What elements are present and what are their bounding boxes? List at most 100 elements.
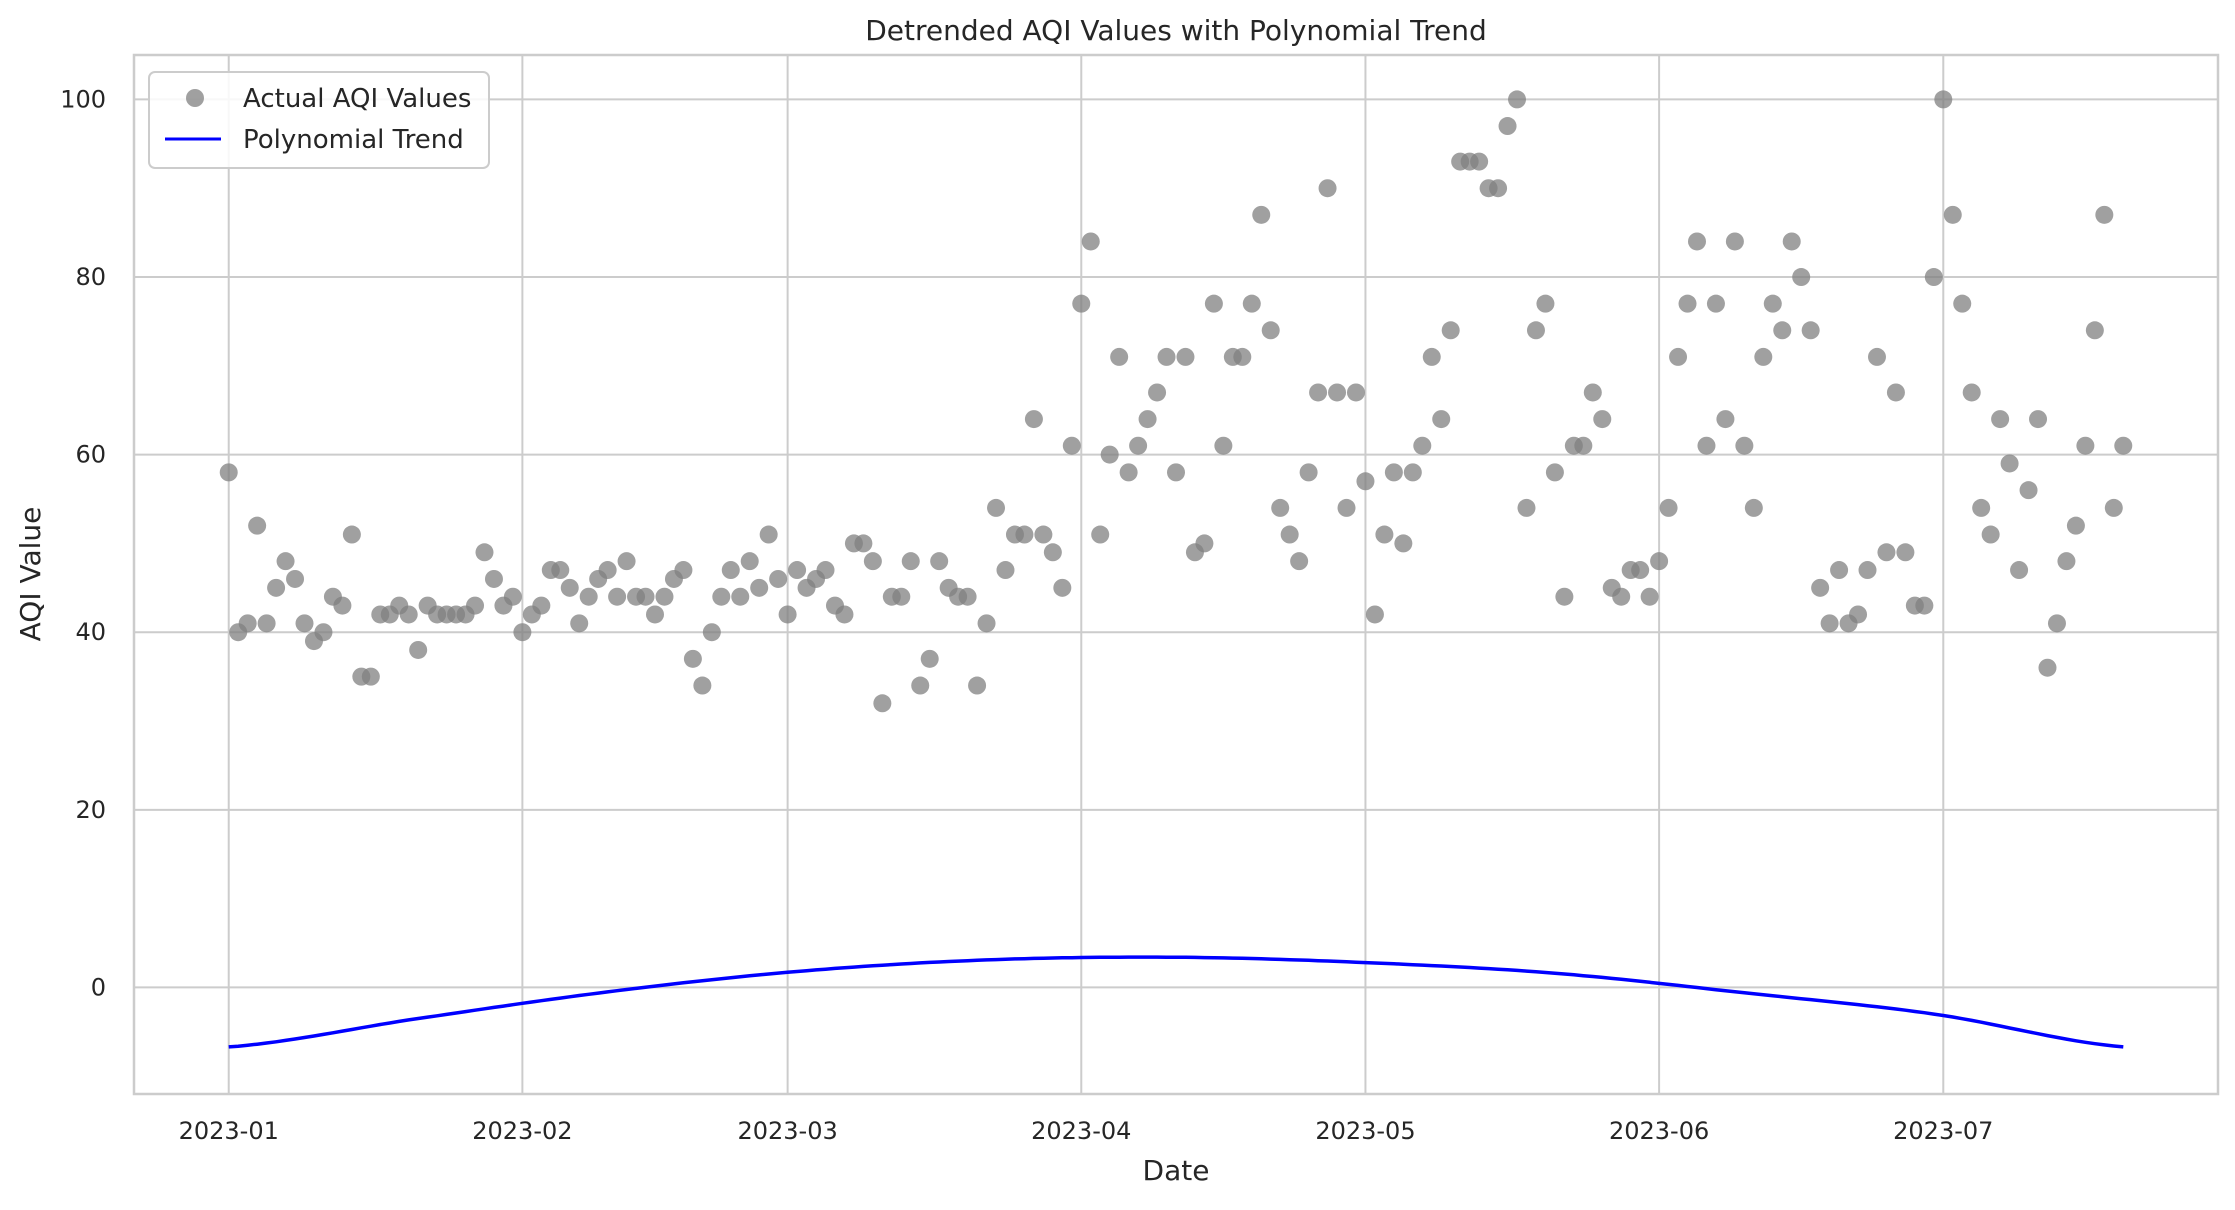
legend-scatter-marker bbox=[186, 89, 204, 107]
data-point bbox=[579, 587, 598, 606]
data-point bbox=[1346, 383, 1365, 402]
data-point bbox=[1384, 463, 1403, 482]
data-point bbox=[1110, 347, 1129, 366]
data-point bbox=[1896, 543, 1915, 562]
data-point bbox=[503, 587, 522, 606]
y-tick-labels: 0 20 40 60 80 100 bbox=[60, 85, 106, 1001]
data-point bbox=[911, 676, 930, 695]
data-point bbox=[2038, 658, 2057, 677]
trend-line-layer bbox=[228, 955, 2124, 1049]
data-point bbox=[1204, 294, 1223, 313]
data-point bbox=[835, 605, 854, 624]
y-tick-label: 60 bbox=[75, 441, 106, 469]
data-point bbox=[2057, 552, 2076, 571]
data-point bbox=[2000, 454, 2019, 473]
data-point bbox=[1716, 410, 1735, 429]
data-point bbox=[1441, 321, 1460, 340]
data-point bbox=[996, 561, 1015, 580]
data-point bbox=[1830, 561, 1849, 580]
data-point bbox=[1612, 587, 1631, 606]
data-point bbox=[1309, 383, 1328, 402]
data-point bbox=[1015, 525, 1034, 544]
data-point bbox=[1754, 347, 1773, 366]
data-point bbox=[1991, 410, 2010, 429]
data-point bbox=[342, 525, 361, 544]
data-point bbox=[769, 569, 788, 588]
data-point bbox=[2085, 321, 2104, 340]
data-point bbox=[674, 561, 693, 580]
data-point bbox=[712, 587, 731, 606]
y-tick-label: 80 bbox=[75, 263, 106, 291]
data-point bbox=[1962, 383, 1981, 402]
data-point bbox=[551, 561, 570, 580]
data-point bbox=[1801, 321, 1820, 340]
data-point bbox=[646, 605, 664, 624]
data-point bbox=[1299, 463, 1318, 482]
data-point bbox=[1659, 498, 1678, 517]
data-point bbox=[1157, 347, 1176, 366]
data-point bbox=[1735, 436, 1754, 455]
data-point bbox=[1318, 179, 1337, 198]
data-point bbox=[1337, 498, 1356, 517]
data-point bbox=[1053, 578, 1072, 597]
data-point bbox=[1915, 596, 1934, 615]
data-point bbox=[1394, 534, 1413, 553]
x-axis-label: Date bbox=[1143, 1154, 1210, 1187]
data-point bbox=[1271, 498, 1290, 517]
data-point bbox=[873, 694, 892, 713]
data-point bbox=[1886, 383, 1905, 402]
data-point bbox=[238, 614, 257, 633]
data-point bbox=[901, 552, 920, 571]
data-point bbox=[295, 614, 314, 633]
data-point bbox=[1261, 321, 1280, 340]
data-point bbox=[1422, 347, 1441, 366]
data-point bbox=[892, 587, 911, 606]
data-point bbox=[1526, 321, 1545, 340]
data-point bbox=[1688, 232, 1706, 251]
data-point bbox=[1545, 463, 1564, 482]
data-point bbox=[1498, 117, 1517, 136]
data-point bbox=[314, 623, 333, 642]
data-point bbox=[1062, 436, 1081, 455]
data-point bbox=[1972, 498, 1991, 517]
data-point bbox=[617, 552, 636, 571]
data-point bbox=[863, 552, 882, 571]
x-tick-label: 2023-07 bbox=[1893, 1117, 1993, 1145]
data-point bbox=[2104, 498, 2123, 517]
data-point bbox=[286, 569, 305, 588]
y-axis-label: AQI Value bbox=[14, 507, 47, 642]
data-point bbox=[1119, 463, 1138, 482]
data-point bbox=[1858, 561, 1877, 580]
data-point bbox=[1167, 463, 1185, 482]
y-tick-label: 100 bbox=[60, 85, 106, 113]
x-tick-label: 2023-05 bbox=[1315, 1117, 1415, 1145]
data-point bbox=[1536, 294, 1555, 313]
data-point bbox=[1943, 205, 1962, 224]
data-point bbox=[1924, 268, 1943, 287]
y-tick-label: 40 bbox=[75, 618, 106, 646]
data-point bbox=[2076, 436, 2095, 455]
data-point bbox=[977, 614, 996, 633]
data-point bbox=[1867, 347, 1886, 366]
data-point bbox=[1403, 463, 1422, 482]
data-point bbox=[1744, 498, 1763, 517]
data-point bbox=[1280, 525, 1299, 544]
data-point bbox=[1517, 498, 1536, 517]
data-point bbox=[608, 587, 627, 606]
data-point bbox=[2010, 561, 2029, 580]
data-point bbox=[333, 596, 352, 615]
data-point bbox=[2019, 481, 2038, 500]
data-point bbox=[219, 463, 238, 482]
data-point bbox=[598, 561, 617, 580]
data-point bbox=[248, 516, 267, 535]
data-point bbox=[1024, 410, 1043, 429]
data-point bbox=[693, 676, 712, 695]
data-point bbox=[1773, 321, 1792, 340]
data-point bbox=[1148, 383, 1167, 402]
data-point bbox=[1697, 436, 1716, 455]
data-point bbox=[2066, 516, 2085, 535]
data-point bbox=[740, 552, 759, 571]
data-point bbox=[636, 587, 655, 606]
data-point bbox=[532, 596, 551, 615]
y-tick-label: 20 bbox=[75, 796, 106, 824]
